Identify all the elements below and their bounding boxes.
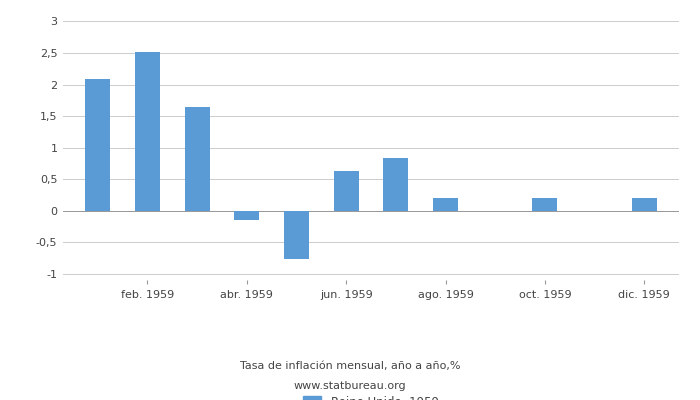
- Bar: [533, 198, 557, 211]
- Bar: [433, 198, 458, 211]
- Bar: [632, 198, 657, 211]
- Bar: [234, 211, 259, 220]
- Bar: [334, 171, 358, 211]
- Bar: [284, 211, 309, 258]
- Bar: [135, 52, 160, 211]
- Bar: [185, 106, 209, 211]
- Text: Tasa de inflación mensual, año a año,%: Tasa de inflación mensual, año a año,%: [239, 361, 461, 371]
- Bar: [384, 158, 408, 211]
- Bar: [85, 79, 110, 211]
- Text: www.statbureau.org: www.statbureau.org: [294, 381, 406, 391]
- Legend: Reino Unido, 1959: Reino Unido, 1959: [299, 391, 443, 400]
